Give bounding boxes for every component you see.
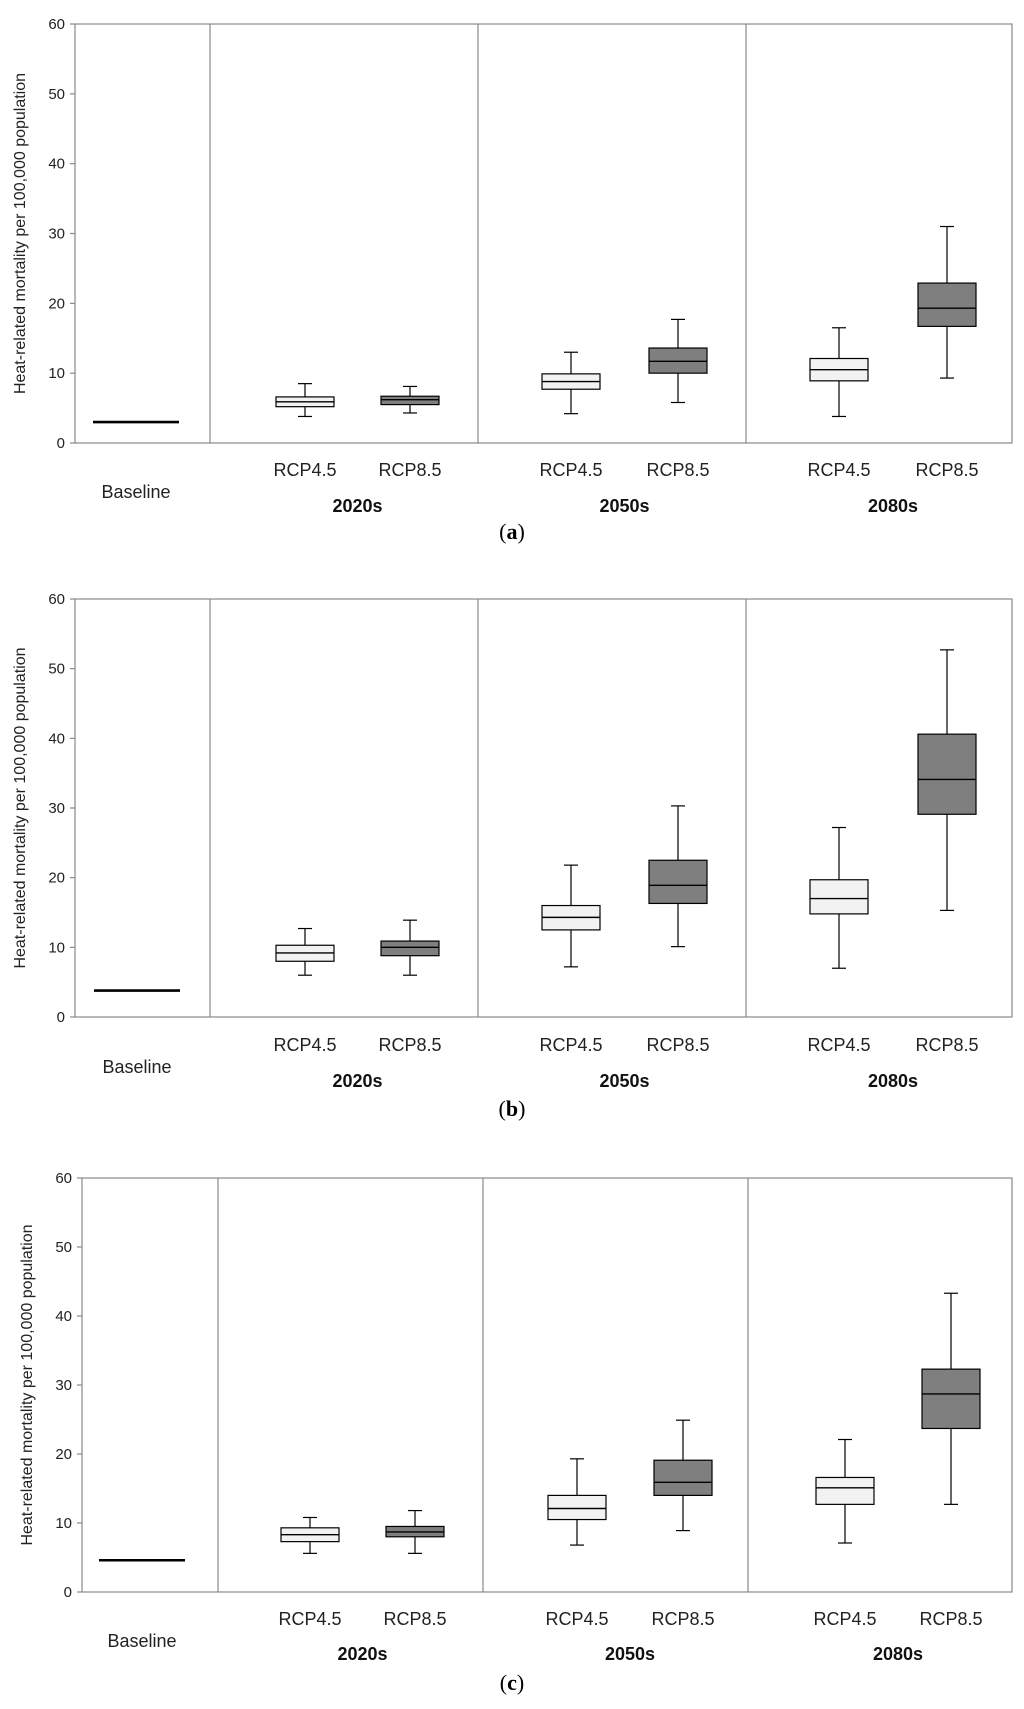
scenario-label: RCP4.5	[539, 1035, 602, 1055]
y-tick-label: 50	[55, 1239, 72, 1256]
scenario-label: RCP4.5	[539, 460, 602, 480]
box-2020s-rcp45	[280, 1516, 340, 1554]
period-label: 2050s	[599, 496, 649, 516]
y-tick-label: 0	[57, 435, 65, 452]
y-tick-label: 30	[48, 226, 65, 243]
box-iqr	[547, 1494, 607, 1521]
y-tick-label: 30	[48, 800, 65, 817]
box-iqr	[917, 733, 977, 815]
y-tick-label: 40	[48, 730, 65, 747]
panel-letter: a	[507, 519, 518, 544]
box-2080s-rcp45	[809, 327, 869, 418]
period-label: 2080s	[868, 1071, 918, 1091]
period-label: 2080s	[868, 496, 918, 516]
box-iqr	[380, 940, 440, 957]
y-tick-label: 20	[55, 1446, 72, 1463]
scenario-label: RCP8.5	[378, 1035, 441, 1055]
scenario-label: RCP4.5	[273, 1035, 336, 1055]
y-tick-label: 10	[48, 939, 65, 956]
box-2050s-rcp85	[648, 318, 708, 404]
box-2050s-rcp45	[541, 351, 601, 415]
box-iqr	[648, 859, 708, 905]
box-2020s-rcp85	[380, 385, 440, 414]
y-axis-label: Heat-related mortality per 100,000 popul…	[12, 73, 29, 394]
box-2020s-rcp45	[275, 927, 335, 976]
box-2020s-rcp45	[275, 383, 335, 418]
period-label: 2020s	[332, 1071, 382, 1091]
y-tick-label: 50	[48, 661, 65, 678]
plot-frame	[74, 598, 1013, 1018]
scenario-label: RCP4.5	[807, 460, 870, 480]
scenario-label: RCP4.5	[807, 1035, 870, 1055]
scenario-label: RCP8.5	[915, 1035, 978, 1055]
box-iqr	[921, 1368, 981, 1430]
box-2080s-rcp85	[917, 649, 977, 912]
period-label: 2020s	[337, 1644, 387, 1664]
y-tick-label: 10	[55, 1515, 72, 1532]
box-2020s-rcp85	[380, 919, 440, 976]
y-tick-label: 30	[55, 1377, 72, 1394]
box-iqr	[917, 282, 977, 327]
y-tick-label: 40	[48, 156, 65, 173]
panel-b: 0 10 20 30 40 50 60 Heat-related mortality per …	[12, 591, 1013, 1121]
y-tick-label: 50	[48, 86, 65, 103]
y-tick-label: 10	[48, 365, 65, 382]
baseline-label: Baseline	[102, 1057, 171, 1077]
scenario-label: RCP8.5	[378, 460, 441, 480]
y-tick-label: 20	[48, 870, 65, 887]
box-iqr	[809, 879, 869, 915]
y-tick-label: 20	[48, 295, 65, 312]
panel-label: (c)	[500, 1670, 524, 1695]
y-tick-label: 0	[64, 1584, 72, 1601]
scenario-label: RCP4.5	[273, 460, 336, 480]
period-label: 2050s	[599, 1071, 649, 1091]
y-axis-label: Heat-related mortality per 100,000 popul…	[12, 647, 29, 968]
box-iqr	[653, 1459, 713, 1496]
box-2050s-rcp45	[547, 1458, 607, 1546]
baseline-label: Baseline	[101, 482, 170, 502]
y-axis-label: Heat-related mortality per 100,000 popul…	[19, 1224, 36, 1545]
y-tick-label: 0	[57, 1009, 65, 1026]
box-2050s-rcp45	[541, 864, 601, 968]
box-2050s-rcp85	[653, 1419, 713, 1532]
panel-label: (b)	[499, 1096, 526, 1121]
panel-letter: c	[507, 1670, 517, 1695]
plot-frame	[81, 1177, 1013, 1593]
box-2080s-rcp85	[921, 1292, 981, 1505]
y-tick-label: 60	[48, 591, 65, 608]
scenario-label: RCP8.5	[651, 1609, 714, 1629]
scenario-label: RCP4.5	[278, 1609, 341, 1629]
y-tick-label: 60	[48, 16, 65, 33]
box-iqr	[815, 1476, 875, 1505]
scenario-label: RCP4.5	[813, 1609, 876, 1629]
panel-letter: b	[506, 1096, 518, 1121]
scenario-label: RCP8.5	[919, 1609, 982, 1629]
y-tick-label: 60	[55, 1170, 72, 1187]
period-label: 2050s	[605, 1644, 655, 1664]
y-tick-label: 40	[55, 1308, 72, 1325]
period-label: 2080s	[873, 1644, 923, 1664]
scenario-label: RCP4.5	[545, 1609, 608, 1629]
box-2050s-rcp85	[648, 805, 708, 948]
box-2020s-rcp85	[385, 1509, 445, 1554]
scenario-label: RCP8.5	[383, 1609, 446, 1629]
period-label: 2020s	[332, 496, 382, 516]
panel-a: 0 10 20 30 40 50 60 Heat-related mortality per …	[12, 16, 1013, 544]
box-2080s-rcp85	[917, 225, 977, 379]
scenario-label: RCP8.5	[646, 1035, 709, 1055]
scenario-label: RCP8.5	[646, 460, 709, 480]
panel-label: (a)	[499, 519, 525, 544]
baseline-label: Baseline	[107, 1631, 176, 1651]
panel-c: 0 10 20 30 40 50 60 Heat-related mortality per …	[19, 1170, 1013, 1695]
box-2080s-rcp45	[809, 826, 869, 969]
scenario-label: RCP8.5	[915, 460, 978, 480]
box-2080s-rcp45	[815, 1438, 875, 1544]
